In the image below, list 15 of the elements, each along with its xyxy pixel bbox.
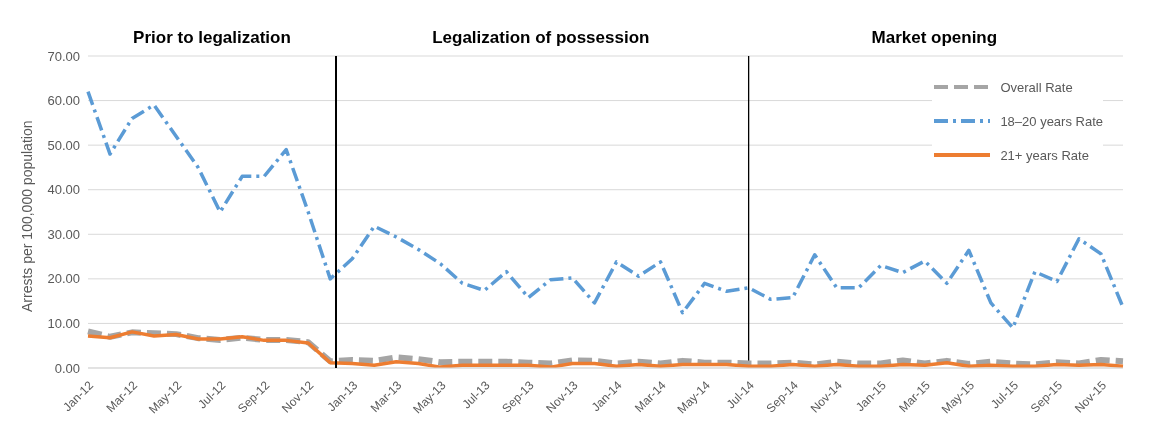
legend-label: 18–20 years Rate <box>1000 113 1103 129</box>
y-axis-title: Arrests per 100,000 population <box>18 120 35 312</box>
y-tick-label: 20.00 <box>47 271 80 287</box>
text: Legalization of possession <box>431 28 651 48</box>
y-tick-label: 10.00 <box>47 316 80 332</box>
y-tick-label: 40.00 <box>47 182 80 198</box>
legend-label: Overall Rate <box>1000 79 1073 95</box>
legend-label: 21+ years Rate <box>1000 147 1089 163</box>
y-tick-label: 60.00 <box>47 93 80 109</box>
y-tick-label: 70.00 <box>47 48 80 64</box>
y-tick-label: 0.00 <box>54 360 80 376</box>
y-tick-label: 30.00 <box>47 226 80 242</box>
y-tick-label: 50.00 <box>47 137 80 153</box>
text: Market opening <box>870 28 999 48</box>
text: Prior to legalization <box>132 28 292 48</box>
